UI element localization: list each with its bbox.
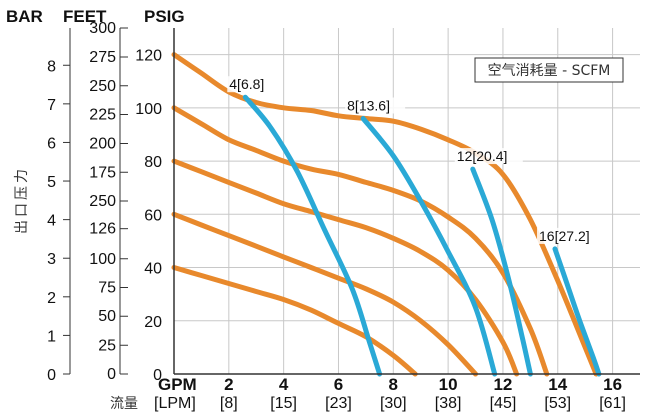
air-label-bg: [537, 227, 606, 244]
y-tick-feet: 50: [98, 308, 116, 325]
air-consumption-curve: [360, 116, 498, 377]
y-tick-psig: 60: [144, 207, 162, 224]
x-tick-gpm: 2: [224, 375, 233, 394]
y-tick-bar: 2: [47, 290, 56, 307]
air-consumption-curve: [552, 246, 602, 377]
x-tick-lpm: [8]: [220, 395, 238, 412]
grid-lines: [174, 28, 640, 375]
y-tick-bar: 5: [47, 174, 56, 191]
y-tick-feet: 275: [89, 49, 116, 66]
y-tick-feet: 250: [89, 193, 116, 210]
y-tick-feet: 126: [89, 221, 116, 238]
x-tick-lpm: [15]: [270, 395, 297, 412]
x-tick-lpm: [61]: [599, 395, 626, 412]
y-tick-feet: 100: [89, 251, 116, 268]
x-tick-gpm: 14: [548, 375, 567, 394]
x-tick-gpm: 10: [439, 375, 458, 394]
y-tick-bar: 8: [47, 58, 56, 75]
x-tick-lpm: [53]: [544, 395, 571, 412]
air-consumption-label: 8[13.6]: [347, 97, 390, 113]
feet-axis-header: FEET: [63, 7, 107, 26]
air-consumption-label: 4[6.8]: [229, 76, 264, 92]
air-consumption-label: 16[27.2]: [539, 228, 590, 244]
bar-axis-header: BAR: [6, 7, 43, 26]
tick-layer: 2[8]4[15]6[23]8[30]10[38]12[45]14[53]16[…: [47, 20, 626, 412]
x-tick-gpm: 12: [493, 375, 512, 394]
air-label-bg: [345, 97, 406, 114]
pressure-curve: [171, 105, 550, 377]
pressure-curve: [171, 265, 418, 377]
y-tick-feet: 200: [89, 136, 116, 153]
y-tick-bar: 0: [47, 367, 56, 384]
lpm-axis-header: [LPM]: [154, 395, 196, 412]
pressure-curve: [171, 211, 478, 377]
y-tick-bar: 1: [47, 328, 56, 345]
y-tick-bar: 6: [47, 135, 56, 152]
y-tick-feet: 225: [89, 107, 116, 124]
y-tick-psig: 40: [144, 261, 162, 278]
y-tick-psig: 80: [144, 154, 162, 171]
air-consumption-curve: [470, 166, 533, 377]
x-tick-gpm: 6: [334, 375, 343, 394]
y-tick-psig: 120: [135, 48, 162, 65]
x-tick-lpm: [38]: [435, 395, 462, 412]
x-tick-gpm: 16: [603, 375, 622, 394]
curve-layer: 4[6.8] 8[13.6] 12[20.4] 16[27.2]: [171, 52, 606, 377]
x-axis-label: 流量: [110, 396, 138, 412]
psig-axis-header: PSIG: [144, 7, 185, 26]
y-tick-feet: 25: [98, 337, 116, 354]
air-label-bg: [454, 148, 523, 165]
y-tick-psig: 0: [153, 367, 162, 384]
y-tick-psig: 100: [135, 101, 162, 118]
y-tick-bar: 7: [47, 97, 56, 114]
y-tick-feet: 175: [89, 164, 116, 181]
y-tick-feet: 0: [107, 366, 116, 383]
gpm-axis-header: GPM: [158, 375, 197, 394]
air-consumption-label: 12[20.4]: [457, 148, 508, 164]
x-tick-lpm: [23]: [325, 395, 352, 412]
y-tick-psig: 20: [144, 314, 162, 331]
x-tick-lpm: [45]: [490, 395, 517, 412]
x-tick-gpm: 4: [279, 375, 289, 394]
legend-label: 空气消耗量 - SCFM: [488, 63, 611, 79]
y-tick-bar: 4: [47, 213, 56, 230]
x-tick-lpm: [30]: [380, 395, 407, 412]
air-label-bg: [227, 76, 280, 93]
y-tick-feet: 250: [89, 78, 116, 95]
air-consumption-curve: [242, 94, 383, 377]
y-tick-feet: 300: [89, 20, 116, 37]
legend-box: [474, 57, 624, 83]
x-tick-gpm: 8: [389, 375, 398, 394]
y-tick-bar: 3: [47, 251, 56, 268]
y-axis-label: 出口压力: [14, 166, 30, 234]
y-tick-feet: 75: [98, 280, 116, 297]
